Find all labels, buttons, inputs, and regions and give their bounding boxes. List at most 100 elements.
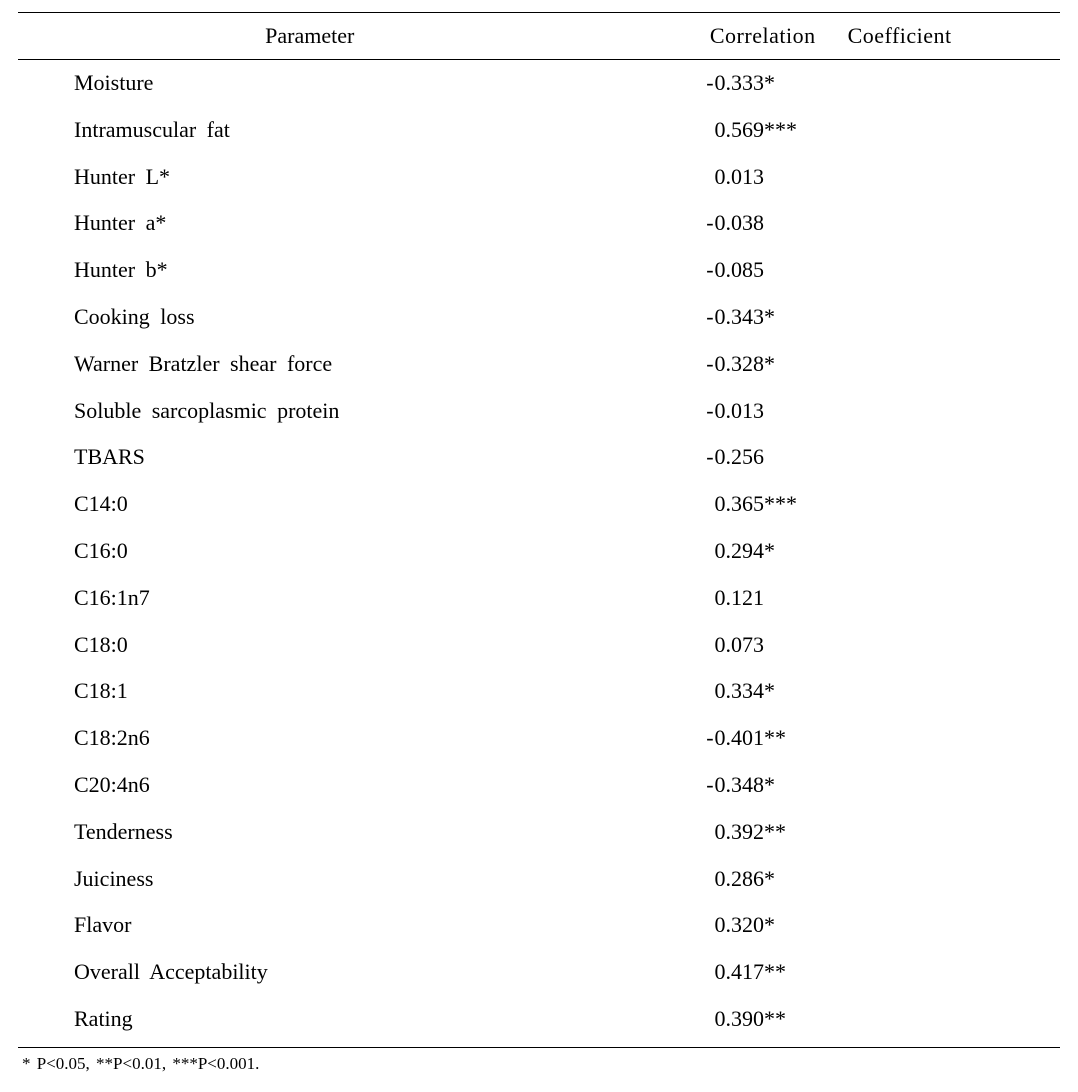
coef-rest: .294* — [726, 538, 776, 563]
coef-rest: .390** — [726, 1006, 787, 1031]
coefficient-cell: -0.328* — [602, 341, 1060, 388]
coef-rest: .073 — [726, 632, 765, 657]
coef-rest: .013 — [726, 398, 765, 423]
coefficient-cell: 0.320* — [602, 902, 1060, 949]
parameter-cell: C18:1 — [18, 668, 602, 715]
parameter-cell: Intramuscular fat — [18, 107, 602, 154]
coefficient-cell: -0.333* — [602, 60, 1060, 107]
parameter-cell: C16:1n7 — [18, 575, 602, 622]
header-row: Parameter CorrelationCoefficient — [18, 13, 1060, 60]
coefficient-cell: -0.401** — [602, 715, 1060, 762]
parameter-cell: Cooking loss — [18, 294, 602, 341]
coef-integer: 0 — [714, 489, 726, 520]
coef-rest: .085 — [726, 257, 765, 282]
coef-integer: 0 — [714, 115, 726, 146]
table-row: Soluble sarcoplasmic protein-0.013 — [18, 388, 1060, 435]
coef-rest: .365*** — [726, 491, 798, 516]
table-row: TBARS-0.256 — [18, 434, 1060, 481]
header-coefficient: CorrelationCoefficient — [602, 13, 1060, 60]
coef-rest: .121 — [726, 585, 765, 610]
parameter-cell: Warner Bratzler shear force — [18, 341, 602, 388]
parameter-cell: C18:0 — [18, 622, 602, 669]
table-row: Flavor0.320* — [18, 902, 1060, 949]
coef-integer: 0 — [714, 255, 726, 286]
header-parameter: Parameter — [18, 13, 602, 60]
table-container: Parameter CorrelationCoefficient Moistur… — [0, 0, 1078, 1092]
table-row: Tenderness0.392** — [18, 809, 1060, 856]
table-row: Overall Acceptability0.417** — [18, 949, 1060, 996]
coef-rest: .392** — [726, 819, 787, 844]
coef-rest: .417** — [726, 959, 787, 984]
coef-integer: 0 — [714, 302, 726, 333]
coefficient-cell: 0.073 — [602, 622, 1060, 669]
coef-integer: 0 — [714, 162, 726, 193]
coef-sign: - — [704, 396, 714, 427]
coef-rest: .333* — [726, 70, 776, 95]
correlation-table: Parameter CorrelationCoefficient Moistur… — [18, 12, 1060, 1048]
parameter-cell: Overall Acceptability — [18, 949, 602, 996]
coef-integer: 0 — [714, 583, 726, 614]
parameter-cell: Tenderness — [18, 809, 602, 856]
coef-rest: .348* — [726, 772, 776, 797]
parameter-cell: Hunter b* — [18, 247, 602, 294]
coef-integer: 0 — [714, 817, 726, 848]
coefficient-cell: -0.256 — [602, 434, 1060, 481]
coef-rest: .038 — [726, 210, 765, 235]
coefficient-cell: 0.392** — [602, 809, 1060, 856]
coef-sign: - — [704, 349, 714, 380]
table-row: C16:00.294* — [18, 528, 1060, 575]
coefficient-cell: 0.569*** — [602, 107, 1060, 154]
table-row: Moisture-0.333* — [18, 60, 1060, 107]
coef-integer: 0 — [714, 349, 726, 380]
table-row: Juiciness0.286* — [18, 856, 1060, 903]
parameter-cell: Moisture — [18, 60, 602, 107]
coef-integer: 0 — [714, 396, 726, 427]
coefficient-cell: -0.085 — [602, 247, 1060, 294]
parameter-cell: Flavor — [18, 902, 602, 949]
parameter-cell: C20:4n6 — [18, 762, 602, 809]
parameter-cell: TBARS — [18, 434, 602, 481]
coefficient-cell: 0.294* — [602, 528, 1060, 575]
coef-sign: - — [704, 770, 714, 801]
coef-sign: - — [704, 723, 714, 754]
table-row: Cooking loss-0.343* — [18, 294, 1060, 341]
table-row: Hunter b*-0.085 — [18, 247, 1060, 294]
coefficient-cell: -0.013 — [602, 388, 1060, 435]
parameter-cell: C16:0 — [18, 528, 602, 575]
coefficient-cell: 0.390** — [602, 996, 1060, 1047]
parameter-cell: C18:2n6 — [18, 715, 602, 762]
coef-integer: 0 — [714, 68, 726, 99]
table-body: Moisture-0.333*Intramuscular fat0.569***… — [18, 60, 1060, 1048]
table-row: C16:1n70.121 — [18, 575, 1060, 622]
coef-rest: .401** — [726, 725, 787, 750]
parameter-cell: Hunter L* — [18, 154, 602, 201]
coefficient-cell: -0.038 — [602, 200, 1060, 247]
table-row: Intramuscular fat0.569*** — [18, 107, 1060, 154]
header-coef-word2: Coefficient — [848, 23, 952, 48]
coefficient-cell: 0.013 — [602, 154, 1060, 201]
coef-integer: 0 — [714, 208, 726, 239]
coef-sign: - — [704, 208, 714, 239]
table-row: C18:10.334* — [18, 668, 1060, 715]
table-row: C18:2n6-0.401** — [18, 715, 1060, 762]
coefficient-cell: 0.365*** — [602, 481, 1060, 528]
table-row: Hunter L*0.013 — [18, 154, 1060, 201]
table-row: Warner Bratzler shear force-0.328* — [18, 341, 1060, 388]
coefficient-cell: 0.286* — [602, 856, 1060, 903]
parameter-cell: Rating — [18, 996, 602, 1047]
coef-integer: 0 — [714, 770, 726, 801]
coefficient-cell: 0.121 — [602, 575, 1060, 622]
coef-sign: - — [704, 68, 714, 99]
parameter-cell: Hunter a* — [18, 200, 602, 247]
coef-sign: - — [704, 255, 714, 286]
coef-rest: .256 — [726, 444, 765, 469]
coefficient-cell: 0.417** — [602, 949, 1060, 996]
coef-rest: .320* — [726, 912, 776, 937]
coef-rest: .343* — [726, 304, 776, 329]
coefficient-cell: -0.343* — [602, 294, 1060, 341]
coef-sign: - — [704, 442, 714, 473]
table-footnote: * P<0.05, **P<0.01, ***P<0.001. — [18, 1048, 1060, 1074]
coef-integer: 0 — [714, 723, 726, 754]
coef-rest: .569*** — [726, 117, 798, 142]
parameter-cell: Juiciness — [18, 856, 602, 903]
